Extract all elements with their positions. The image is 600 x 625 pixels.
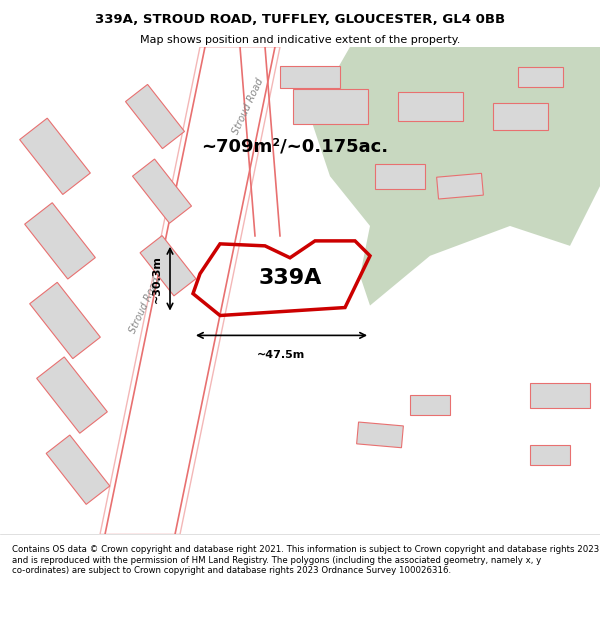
Text: 339A: 339A [259, 268, 322, 288]
Polygon shape [410, 395, 450, 415]
Polygon shape [530, 445, 570, 465]
Text: Stroud Road: Stroud Road [230, 77, 265, 136]
Polygon shape [493, 102, 548, 131]
Polygon shape [356, 422, 403, 447]
Text: Contains OS data © Crown copyright and database right 2021. This information is : Contains OS data © Crown copyright and d… [12, 545, 599, 575]
Polygon shape [133, 159, 191, 223]
Polygon shape [20, 118, 91, 194]
Polygon shape [37, 357, 107, 433]
Polygon shape [398, 92, 463, 121]
Polygon shape [517, 67, 563, 87]
Polygon shape [375, 164, 425, 189]
Text: ~709m²/~0.175ac.: ~709m²/~0.175ac. [202, 138, 389, 156]
Text: ~47.5m: ~47.5m [257, 351, 305, 361]
Text: Map shows position and indicative extent of the property.: Map shows position and indicative extent… [140, 35, 460, 45]
Polygon shape [437, 173, 484, 199]
Polygon shape [140, 236, 196, 296]
Polygon shape [530, 382, 590, 408]
Polygon shape [125, 84, 185, 149]
Polygon shape [100, 47, 280, 534]
Polygon shape [310, 47, 600, 306]
Polygon shape [293, 89, 367, 124]
Polygon shape [25, 202, 95, 279]
Polygon shape [46, 435, 110, 504]
Text: Stroud Road: Stroud Road [128, 276, 163, 335]
Text: 339A, STROUD ROAD, TUFFLEY, GLOUCESTER, GL4 0BB: 339A, STROUD ROAD, TUFFLEY, GLOUCESTER, … [95, 13, 505, 26]
Polygon shape [280, 66, 340, 88]
Text: ~30.3m: ~30.3m [152, 255, 162, 302]
Polygon shape [29, 282, 100, 359]
